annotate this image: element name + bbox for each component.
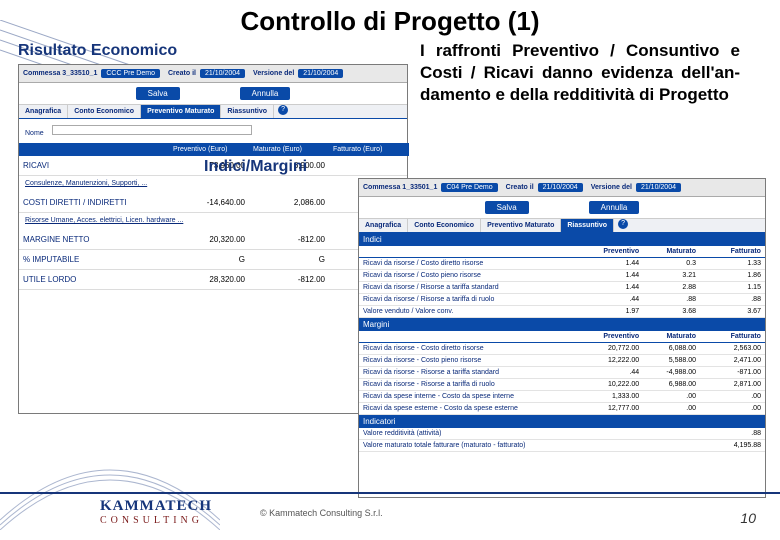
kammatech-logo: KAMMATECH CONSULTING [100,498,240,526]
panel1-column-headers: Preventivo (Euro) Maturato (Euro) Fattur… [19,143,407,156]
subtitle-right: Indici/Margini [204,158,307,176]
section-indicatori-header: Indicatori [359,415,765,428]
commessa-label: Commessa 1_33501_1 [363,184,437,191]
commessa-desc: C04 Pre Demo [441,183,497,192]
help-icon[interactable]: ? [278,105,288,115]
tab-anagrafica[interactable]: Anagrafica [359,219,408,232]
commessa-desc: CCC Pre Demo [101,69,160,78]
panel1-tabs: Anagrafica Conto Economico Preventivo Ma… [19,104,407,119]
table-row: Ricavi da risorse - Costo pieno risorse1… [359,355,765,367]
tab-riassuntivo[interactable]: Riassuntivo [221,105,274,118]
table-row: Ricavi da risorse / Risorse a tariffa di… [359,294,765,306]
copyright-text: © Kammatech Consulting S.r.l. [260,508,383,518]
panel2-tabs: Anagrafica Conto Economico Preventivo Ma… [359,218,765,233]
table-row: Ricavi da risorse / Costo diretto risors… [359,258,765,270]
help-icon[interactable]: ? [618,219,628,229]
save-button[interactable]: Salva [485,201,529,214]
footer-divider [0,492,780,494]
form-label-nome: Nome [25,130,44,137]
table-row: Ricavi da risorse - Risorse a tariffa di… [359,379,765,391]
panel-risultato-economico: Commessa 3_33510_1 CCC Pre Demo Creato i… [18,64,408,414]
section-margini-columns: Preventivo Maturato Fatturato [359,331,765,343]
cancel-button[interactable]: Annulla [240,87,291,100]
page-number: 10 [740,510,756,526]
detail-link[interactable]: Consulenze, Manutenzioni, Supporti, ... [25,180,147,187]
table-row: Ricavi da risorse / Costo pieno risorse1… [359,270,765,282]
tab-preventivo-maturato[interactable]: Preventivo Maturato [481,219,561,232]
table-row: UTILE LORDO28,320.00-812.00 [19,270,407,290]
versione-label: Versione del [253,70,294,77]
versione-label: Versione del [591,184,632,191]
save-button[interactable]: Salva [136,87,180,100]
table-row: % IMPUTABILEGG [19,250,407,270]
creato-value: 21/10/2004 [200,69,245,78]
subtitle-left: Risultato Economico [18,42,177,60]
tab-riassuntivo[interactable]: Riassuntivo [561,219,614,232]
panel2-header: Commessa 1_33501_1 C04 Pre Demo Creato i… [359,179,765,197]
table-row: Ricavi da risorse - Risorse a tariffa st… [359,367,765,379]
section-indici-columns: Preventivo Maturato Fatturato [359,246,765,258]
versione-value: 21/10/2004 [636,183,681,192]
creato-label: Creato il [506,184,534,191]
table-row: MARGINE NETTO20,320.00-812.00 [19,230,407,250]
panel-indici-margini: Commessa 1_33501_1 C04 Pre Demo Creato i… [358,178,766,498]
nome-input[interactable] [52,125,252,135]
table-row: Valore venduto / Valore conv.1.973.683.6… [359,306,765,318]
table-row: Ricavi da spese interne - Costo da spese… [359,391,765,403]
versione-value: 21/10/2004 [298,69,343,78]
table-row: Valore redditività (attività).88 [359,428,765,440]
cancel-button[interactable]: Annulla [589,201,640,214]
table-row: Ricavi da spese esterne - Costo da spese… [359,403,765,415]
table-row: Valore maturato totale fatturare (matura… [359,440,765,452]
tab-conto-economico[interactable]: Conto Economico [408,219,481,232]
tab-preventivo-maturato[interactable]: Preventivo Maturato [141,105,221,118]
table-row: Ricavi da risorse - Costo diretto risors… [359,343,765,355]
tab-anagrafica[interactable]: Anagrafica [19,105,68,118]
creato-label: Creato il [168,70,196,77]
panel1-header: Commessa 3_33510_1 CCC Pre Demo Creato i… [19,65,407,83]
commessa-label: Commessa 3_33510_1 [23,70,97,77]
table-row: COSTI DIRETTI / INDIRETTI-14,640.002,086… [19,193,407,213]
section-indici-header: Indici [359,233,765,246]
section-margini-header: Margini [359,318,765,331]
creato-value: 21/10/2004 [538,183,583,192]
tab-conto-economico[interactable]: Conto Economico [68,105,141,118]
table-row: Ricavi da risorse / Risorse a tariffa st… [359,282,765,294]
detail-link[interactable]: Risorse Umane, Acces. elettrici, Licen. … [25,217,183,224]
description-paragraph: I raffronti Preventivo / Consuntivo e Co… [420,40,740,106]
